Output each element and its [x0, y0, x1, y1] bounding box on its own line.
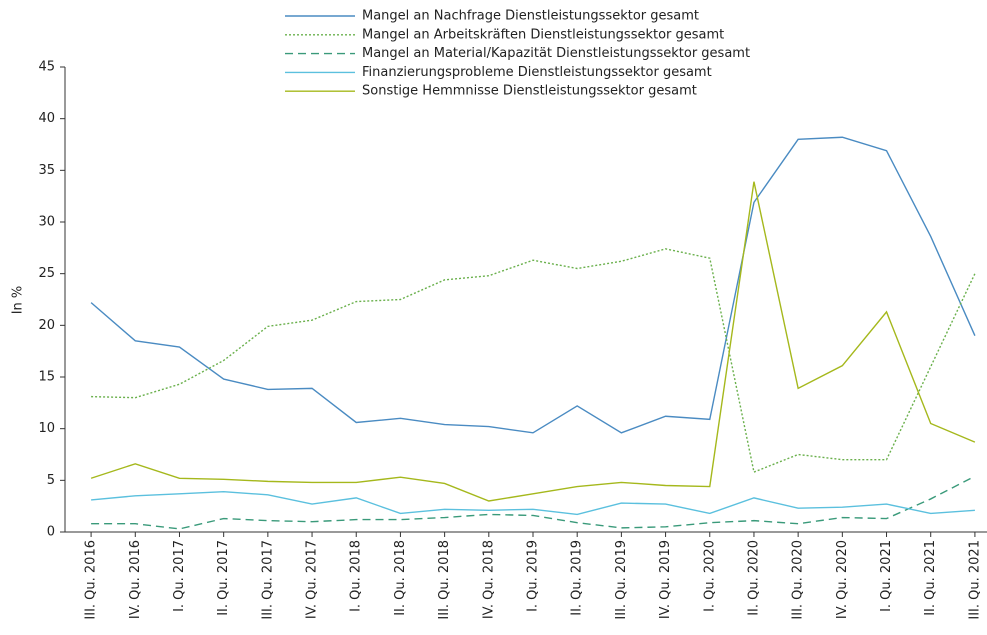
- y-tick-label: 20: [38, 318, 55, 333]
- x-tick-label: II. Qu. 2018: [393, 540, 408, 616]
- line: [90, 181, 976, 502]
- legend-label: Mangel an Material/Kapazität Dienstleist…: [362, 46, 750, 61]
- y-tick-label: 5: [47, 473, 55, 488]
- legend-label: Sonstige Hemmnisse Dienstleistungssektor…: [362, 84, 697, 99]
- x-tick-label: II. Qu. 2017: [216, 540, 231, 616]
- x-tick-label: I. Qu. 2019: [526, 540, 541, 612]
- x-tick-label: III. Qu. 2017: [260, 540, 275, 620]
- x-tick-label: I. Qu. 2018: [349, 540, 364, 612]
- x-tick-label: III. Qu. 2019: [614, 540, 629, 620]
- y-tick-label: 35: [38, 163, 55, 178]
- x-tick-label: I. Qu. 2020: [702, 540, 717, 612]
- x-tick-label: IV. Qu. 2017: [305, 540, 320, 619]
- line: [90, 136, 976, 434]
- x-tick-label: II. Qu. 2019: [570, 540, 585, 616]
- x-tick-label: IV. Qu. 2018: [481, 540, 496, 619]
- x-tick-label: IV. Qu. 2016: [128, 540, 143, 619]
- x-tick-label: III. Qu. 2018: [437, 540, 452, 620]
- line: [91, 490, 975, 516]
- y-tick-label: 0: [47, 525, 55, 540]
- x-tick-label: II. Qu. 2021: [923, 540, 938, 616]
- x-tick-label: II. Qu. 2020: [746, 540, 761, 616]
- x-tick-label: I. Qu. 2017: [172, 540, 187, 612]
- y-tick-label: 15: [38, 370, 55, 385]
- legend-label: Finanzierungsprobleme Dienstleistungssek…: [362, 65, 712, 80]
- y-axis-label: In %: [11, 286, 26, 315]
- legend-label: Mangel an Nachfrage Dienstleistungssekto…: [362, 9, 699, 24]
- y-tick-label: 30: [38, 215, 55, 230]
- x-tick-label: IV. Qu. 2019: [658, 540, 673, 619]
- x-tick-label: IV. Qu. 2020: [835, 540, 850, 619]
- line: [91, 475, 976, 530]
- y-tick-label: 45: [38, 60, 55, 75]
- legend-label: Mangel an Arbeitskräften Dienstleistungs…: [362, 27, 724, 42]
- line: [91, 248, 976, 474]
- x-tick-label: III. Qu. 2016: [84, 540, 99, 620]
- x-tick-label: III. Qu. 2021: [967, 540, 982, 620]
- y-tick-label: 10: [38, 421, 55, 436]
- x-tick-label: I. Qu. 2021: [879, 540, 894, 612]
- y-tick-label: 40: [38, 111, 55, 126]
- x-tick-label: III. Qu. 2020: [791, 540, 806, 620]
- y-tick-label: 25: [38, 266, 55, 281]
